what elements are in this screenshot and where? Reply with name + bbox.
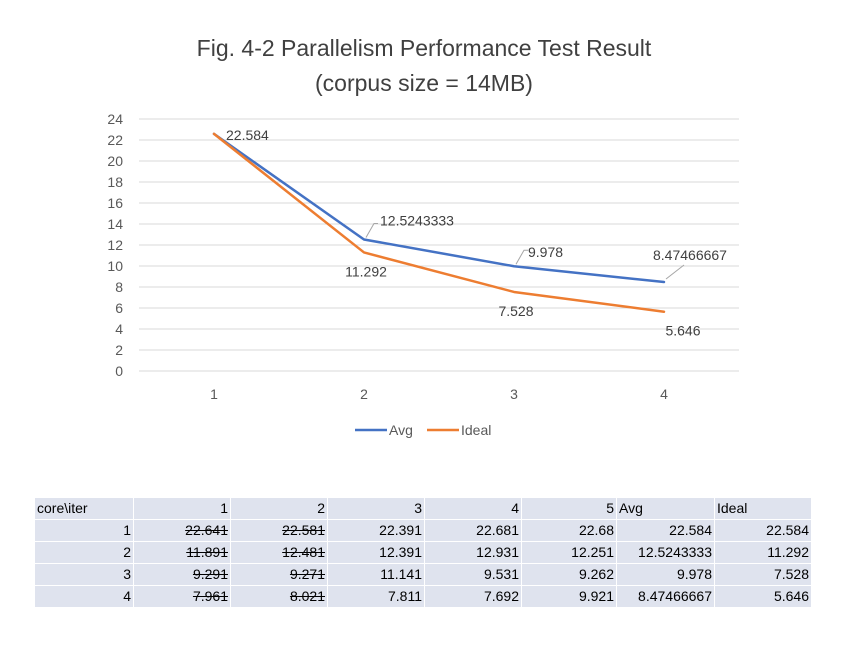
gridlines — [139, 118, 739, 372]
line-chart: Fig. 4-2 Parallelism Performance Test Re… — [107, 35, 739, 438]
table-cell: 9.291 — [134, 564, 230, 585]
table-cell: 22.681 — [425, 520, 521, 541]
x-tick-label: 2 — [360, 386, 368, 402]
chart-subtitle: (corpus size = 14MB) — [315, 70, 533, 96]
table-cell: 4 — [35, 586, 133, 607]
legend-label-avg: Avg — [389, 422, 413, 438]
data-label-leader — [515, 249, 528, 265]
table-cell: 12.481 — [231, 542, 327, 563]
table-row: 1 22.641 22.581 22.391 22.681 22.68 22.584 22.5… — [35, 520, 811, 541]
y-tick-label: 2 — [115, 342, 123, 358]
table-cell: 7.692 — [425, 586, 521, 607]
table-header-cell: Ideal — [715, 498, 811, 519]
table-cell: 7.811 — [328, 586, 424, 607]
y-tick-label: 12 — [107, 237, 123, 253]
data-label-ideal: 11.292 — [345, 263, 387, 279]
y-tick-label: 20 — [107, 153, 123, 169]
data-table: core\iter 1 2 3 4 5 Avg Ideal 1 22.641 22.581 22.39… — [34, 497, 812, 608]
table-cell: 22.641 — [134, 520, 230, 541]
table-cell: 3 — [35, 564, 133, 585]
table-cell: 9.271 — [231, 564, 327, 585]
table-header-cell: 4 — [425, 498, 521, 519]
table-cell: 11.141 — [328, 564, 424, 585]
table-header-cell: 1 — [134, 498, 230, 519]
table-cell: 12.5243333 — [617, 542, 714, 563]
legend-label-ideal: Ideal — [461, 422, 491, 438]
table-row: 4 7.961 8.021 7.811 7.692 9.921 8.47466667 5.64… — [35, 586, 811, 607]
table-cell: 12.251 — [522, 542, 616, 563]
table-cell: 8.47466667 — [617, 586, 714, 607]
data-label-leader — [665, 264, 685, 280]
table-cell: 9.262 — [522, 564, 616, 585]
y-tick-label: 22 — [107, 132, 123, 148]
data-label-ideal: 7.528 — [498, 303, 533, 319]
data-labels: 22.584 12.5243333 9.978 8.47466667 11.292 7.5… — [226, 127, 727, 339]
data-label-avg: 8.47466667 — [653, 247, 727, 263]
table-cell: 5.646 — [715, 586, 811, 607]
table-cell: 9.921 — [522, 586, 616, 607]
table-cell: 12.391 — [328, 542, 424, 563]
y-tick-label: 4 — [115, 321, 123, 337]
y-tick-label: 10 — [107, 258, 123, 274]
table-cell: 9.531 — [425, 564, 521, 585]
table-cell: 22.581 — [231, 520, 327, 541]
table-cell: 7.528 — [715, 564, 811, 585]
y-tick-label: 0 — [115, 363, 123, 379]
table-cell: 2 — [35, 542, 133, 563]
chart-title: Fig. 4-2 Parallelism Performance Test Re… — [197, 35, 652, 61]
table-cell: 22.584 — [715, 520, 811, 541]
table-row: 3 9.291 9.271 11.141 9.531 9.262 9.978 7.528 — [35, 564, 811, 585]
table-cell: 12.931 — [425, 542, 521, 563]
data-label-avg: 9.978 — [528, 244, 563, 260]
data-label-leader — [365, 222, 378, 238]
y-tick-label: 6 — [115, 300, 123, 316]
x-tick-label: 4 — [660, 386, 668, 402]
data-label-avg: 12.5243333 — [380, 212, 454, 228]
table-cell: 22.68 — [522, 520, 616, 541]
y-tick-label: 24 — [107, 111, 123, 127]
x-axis-tick-labels: 1 2 3 4 — [210, 386, 668, 402]
table-header-cell: 2 — [231, 498, 327, 519]
y-tick-label: 18 — [107, 174, 123, 190]
table-header-cell: 5 — [522, 498, 616, 519]
y-tick-label: 16 — [107, 195, 123, 211]
table-cell: 9.978 — [617, 564, 714, 585]
data-label-ideal: 5.646 — [665, 323, 700, 339]
y-tick-label: 8 — [115, 279, 123, 295]
table-header-cell: core\iter — [35, 498, 133, 519]
table-header-row: core\iter 1 2 3 4 5 Avg Ideal — [35, 498, 811, 519]
series-line-avg — [212, 132, 666, 284]
table-cell: 22.391 — [328, 520, 424, 541]
series-lines — [212, 132, 666, 313]
legend: Avg Ideal — [355, 422, 491, 438]
table-cell: 8.021 — [231, 586, 327, 607]
table-row: 2 11.891 12.481 12.391 12.931 12.251 12.524333… — [35, 542, 811, 563]
table-cell: 22.584 — [617, 520, 714, 541]
x-tick-label: 1 — [210, 386, 218, 402]
table-header-cell: 3 — [328, 498, 424, 519]
data-label-avg: 22.584 — [226, 127, 269, 143]
table-header-cell: Avg — [617, 498, 714, 519]
table-cell: 7.961 — [134, 586, 230, 607]
x-tick-label: 3 — [510, 386, 518, 402]
series-line-ideal — [212, 132, 666, 313]
table-cell: 11.891 — [134, 542, 230, 563]
table-cell: 11.292 — [715, 542, 811, 563]
table-cell: 1 — [35, 520, 133, 541]
y-tick-label: 14 — [107, 216, 123, 232]
